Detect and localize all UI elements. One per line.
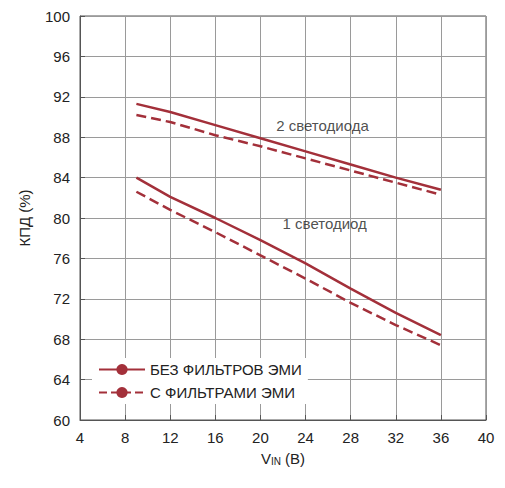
svg-text:1 светодиод: 1 светодиод	[283, 215, 368, 232]
svg-text:36: 36	[433, 429, 450, 446]
svg-text:20: 20	[252, 429, 269, 446]
svg-text:60: 60	[53, 412, 70, 429]
svg-text:88: 88	[53, 129, 70, 146]
svg-text:32: 32	[387, 429, 404, 446]
svg-text:84: 84	[53, 169, 70, 186]
svg-text:96: 96	[53, 48, 70, 65]
svg-text:КПД (%): КПД (%)	[16, 189, 33, 246]
svg-text:12: 12	[162, 429, 179, 446]
svg-text:V: V	[261, 450, 271, 467]
svg-text:4: 4	[76, 429, 84, 446]
svg-text:92: 92	[53, 88, 70, 105]
svg-text:100: 100	[45, 8, 70, 25]
svg-text:64: 64	[53, 371, 70, 388]
svg-text:БЕЗ ФИЛЬТРОВ ЭМИ: БЕЗ ФИЛЬТРОВ ЭМИ	[150, 361, 302, 378]
svg-text:28: 28	[342, 429, 359, 446]
svg-text:76: 76	[53, 250, 70, 267]
svg-text:С ФИЛЬТРАМИ ЭМИ: С ФИЛЬТРАМИ ЭМИ	[150, 384, 295, 401]
svg-text:8: 8	[121, 429, 129, 446]
svg-text:16: 16	[207, 429, 224, 446]
svg-text:(В): (В)	[281, 450, 305, 467]
svg-text:IN: IN	[271, 456, 281, 467]
svg-text:72: 72	[53, 290, 70, 307]
svg-text:68: 68	[53, 331, 70, 348]
svg-text:2 светодиода: 2 светодиода	[276, 117, 369, 134]
svg-text:24: 24	[297, 429, 314, 446]
svg-text:80: 80	[53, 210, 70, 227]
svg-text:40: 40	[478, 429, 495, 446]
